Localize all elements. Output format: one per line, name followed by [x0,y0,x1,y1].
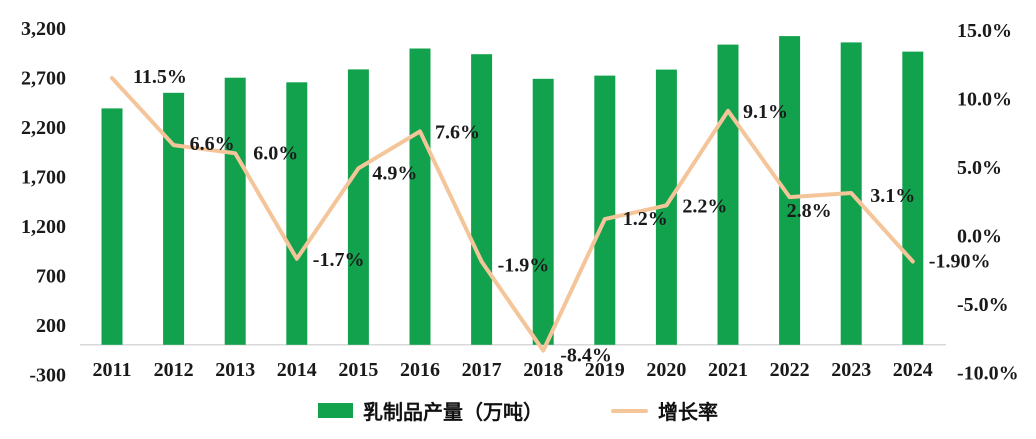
growth-label-2014: -1.7% [313,249,365,271]
line-series-swatch [611,408,648,413]
growth-label-2015: 4.9% [372,162,417,184]
x-axis-label-2015: 2015 [338,359,378,381]
bar-2011 [101,108,123,345]
growth-rate-line [110,76,915,353]
right-axis-tick: 5.0% [957,157,1002,179]
bar-2017 [471,54,493,345]
growth-label-2022: 2.8% [787,200,832,222]
left-axis-tick: -300 [29,365,66,387]
bar-2014 [286,82,308,345]
bar-series-label: 乳制品产量（万吨） [363,402,543,424]
line-series-label: 增长率 [658,402,718,424]
x-axis-label-2011: 2011 [93,359,132,381]
x-axis-label-2012: 2012 [154,359,194,381]
right-axis-tick: -10.0% [957,363,1019,385]
x-axis-label-2021: 2021 [708,359,748,381]
left-axis-tick: 1,200 [21,216,66,238]
x-axis-label-2013: 2013 [215,359,255,381]
left-axis-tick: 200 [36,315,66,337]
legend-item-production: 乳制品产量（万吨） [318,396,543,425]
bar-2019 [594,75,616,345]
growth-label-2013: 6.0% [253,142,298,164]
x-axis-label-2024: 2024 [893,359,933,381]
growth-label-2019: 1.2% [623,208,668,230]
right-axis-tick: 15.0% [957,20,1012,42]
bar-2015 [347,69,369,345]
right-axis-tick: 0.0% [957,226,1002,248]
growth-label-2020: 2.2% [682,195,727,217]
legend-item-growth-rate: 增长率 [611,396,718,425]
bar-2012 [163,92,185,345]
x-axis-label-2017: 2017 [462,359,502,381]
legend: 乳制品产量（万吨） 增长率 [0,396,1036,425]
x-axis-label-2019: 2019 [585,359,625,381]
growth-label-2024: -1.90% [929,251,991,273]
right-axis-tick: 10.0% [957,89,1012,111]
right-axis-tick: -5.0% [957,294,1009,316]
left-axis-tick: 1,700 [21,167,66,189]
left-axis-tick: 2,200 [21,117,66,139]
growth-label-2017: -1.9% [498,255,550,277]
bar-2024 [902,51,924,345]
growth-label-2021: 9.1% [743,101,788,123]
x-axis-label-2020: 2020 [646,359,686,381]
bar-2013 [224,77,246,345]
x-axis-label-2016: 2016 [400,359,440,381]
bar-2016 [409,48,431,345]
left-axis-tick: 2,700 [21,68,66,90]
bar-2022 [779,36,801,345]
left-axis-tick: 3,200 [21,18,66,40]
growth-label-2023: 3.1% [870,185,915,207]
growth-label-2018: -8.4% [560,345,612,367]
x-axis-label-2023: 2023 [831,359,871,381]
left-axis-tick: 700 [36,266,66,288]
bar-series-swatch [318,403,353,418]
bar-2018 [532,78,554,345]
growth-label-2016: 7.6% [435,121,480,143]
growth-label-2011: 11.5% [133,66,187,88]
x-axis-label-2014: 2014 [277,359,317,381]
x-axis-label-2018: 2018 [523,359,563,381]
growth-label-2012: 6.6% [190,133,235,155]
x-axis-label-2022: 2022 [770,359,810,381]
